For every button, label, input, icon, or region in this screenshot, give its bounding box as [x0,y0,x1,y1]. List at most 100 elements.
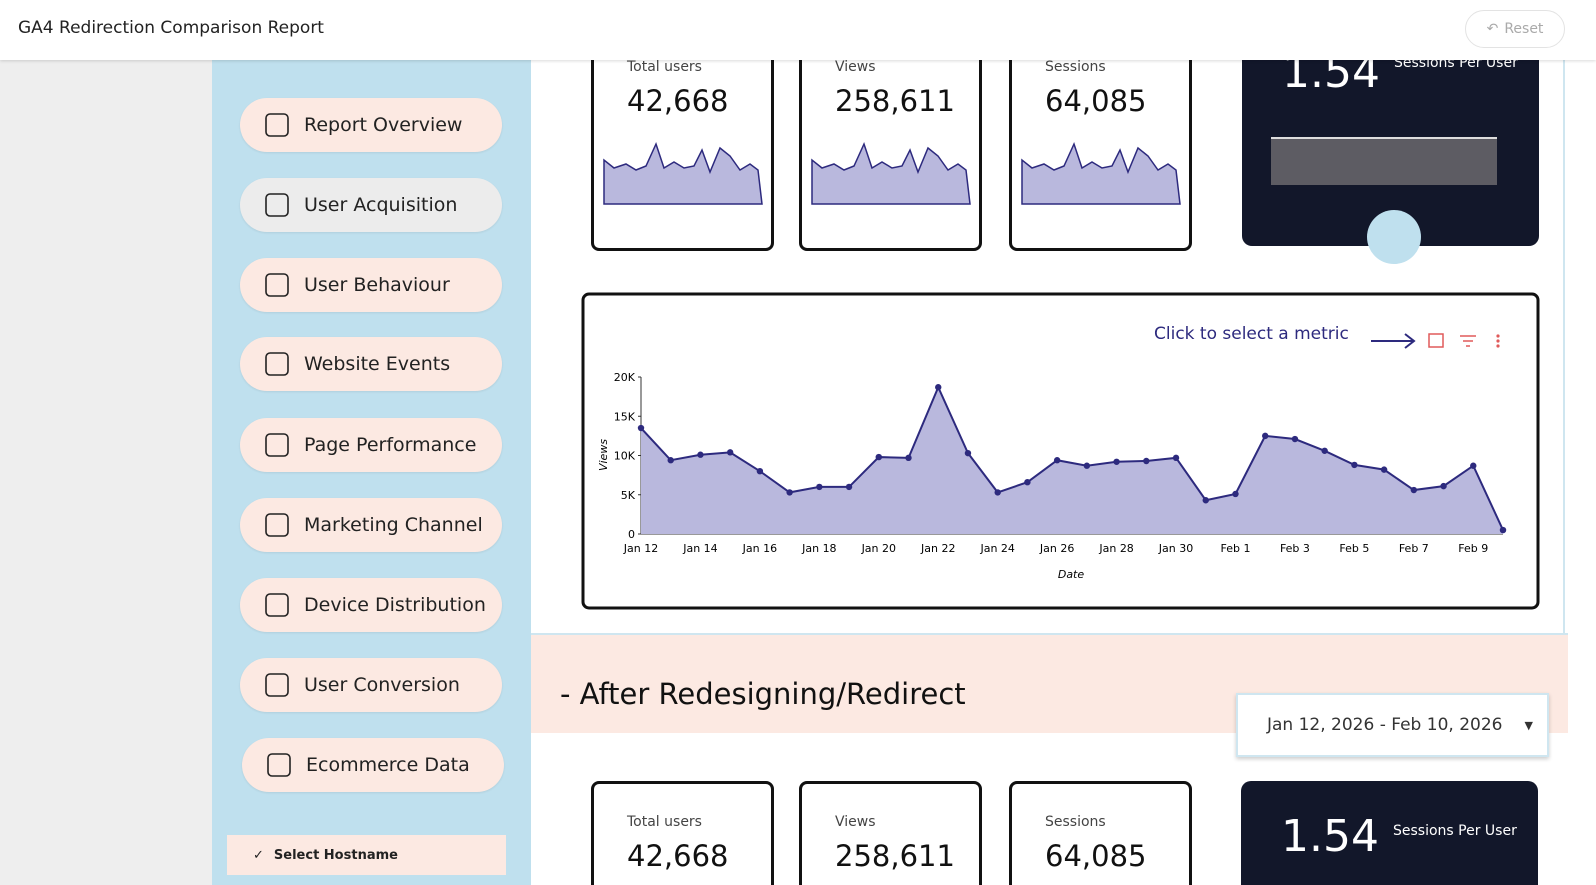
point [667,457,674,464]
y-tick-label: 10K [614,450,636,463]
nav-label: Marketing Channel [304,514,483,536]
kpi-label: Sessions [1045,59,1106,75]
reset-button[interactable]: ↶ Reset [1465,10,1565,48]
section-title: - After Redesigning/Redirect [560,677,966,711]
kpi-value: 64,085 [1045,839,1147,873]
x-tick-label: Jan 26 [1039,542,1074,555]
nav-item[interactable]: Ecommerce Data [242,738,504,792]
nav-item[interactable]: Report Overview [240,98,502,152]
left-gutter [0,60,212,885]
x-tick-label: Jan 16 [742,542,777,555]
point [845,483,853,491]
kpi-value: 258,611 [835,839,955,873]
sparkline [811,141,971,205]
nav-item[interactable]: User Acquisition [240,178,502,232]
nav-label: User Behaviour [304,274,450,296]
point [1499,526,1507,534]
kpi-value: 42,668 [627,84,729,118]
kpi-label: Total users [627,814,702,830]
kpi-card: Views 258,611 [799,781,982,885]
point [905,454,912,462]
x-tick-label: Feb 3 [1280,542,1310,555]
nav-icon [265,673,289,697]
nav-label: User Acquisition [304,194,458,216]
header: GA4 Redirection Comparison Report ↶ Reset [0,0,1596,60]
nav-icon [265,593,289,617]
nav-label: User Conversion [304,674,460,696]
point [964,449,972,457]
sparkline-area [811,141,971,205]
filter-icon[interactable] [1460,335,1476,347]
divider [531,633,1568,635]
icon-shape [265,433,289,457]
sparkline-area [603,141,763,205]
point [994,489,1001,496]
nav-icon [265,193,289,217]
more-icon[interactable] [1496,334,1500,348]
point [637,424,645,432]
nav-item[interactable]: User Behaviour [240,258,502,312]
check-icon: ✓ [253,847,264,863]
kpi-card: Total users 42,668 [591,39,774,251]
x-tick-label: Jan 18 [801,542,836,555]
kpi-value: 64,085 [1045,84,1147,118]
point [1024,478,1031,486]
point [816,483,823,491]
nav-icon [265,352,289,376]
kpi-value: 258,611 [835,84,955,118]
icon-shape [265,593,289,617]
chart-type-icon[interactable] [1428,333,1444,348]
nav-icon [265,433,289,457]
area-fill [641,387,1503,534]
nav-item[interactable]: Marketing Channel [240,498,502,552]
nav-item[interactable]: Website Events [240,337,502,391]
y-axis-title: Views [597,439,610,471]
point [1291,435,1299,443]
point [1380,466,1388,473]
kpi-label: Total users [627,59,702,75]
x-tick-label: Jan 24 [979,542,1014,555]
sparkline [603,141,763,205]
x-tick-label: Jan 14 [682,542,717,555]
point [1351,461,1358,469]
ratio-label: Sessions Per User [1393,823,1517,839]
x-tick-label: Jan 20 [861,542,896,555]
point [1113,458,1120,465]
x-tick-label: Jan 12 [623,542,658,555]
ratio-bar [1271,137,1497,185]
icon-shape [265,273,289,297]
icon-shape [265,113,289,137]
x-axis-title: Date [1058,568,1085,581]
nav-item[interactable]: Device Distribution [240,578,502,632]
nav-label: Page Performance [304,434,477,456]
point [1321,447,1328,454]
icon-shape [265,193,289,217]
ratio-value: 1.54 [1281,811,1379,862]
kpi-card: Sessions 64,085 [1009,781,1192,885]
point [935,384,942,391]
line [640,384,1504,531]
date-range: Jan 12, 2026 - Feb 10, 2026 [1267,715,1503,735]
x-tick-label: Feb 9 [1458,542,1488,555]
icon-shape [265,513,289,537]
kpi-card: Sessions 64,085 [1009,39,1192,251]
point [1143,457,1150,465]
nav-item[interactable]: User Conversion [240,658,502,712]
point [875,453,882,461]
kpi-card: Total users 42,668 [591,781,774,885]
point [726,449,734,456]
x-tick-label: Feb 5 [1339,542,1369,555]
x-tick-label: Jan 30 [1158,542,1193,555]
nav-item[interactable]: Page Performance [240,418,502,472]
scroll-handle [1367,210,1421,264]
point [1440,482,1447,490]
kpi-card: Views 258,611 [799,39,982,251]
date-range-picker[interactable]: Jan 12, 2026 - Feb 10, 2026 ▼ [1236,693,1549,757]
hostname-filter[interactable]: ✓ Select Hostname [227,835,506,875]
chart-annotation: Click to select a metric [1154,324,1349,344]
filter-label: Select Hostname [273,847,398,863]
reset-label: Reset [1504,21,1544,37]
point [697,451,704,458]
sparkline-area [1021,141,1181,205]
nav-label: Report Overview [304,114,463,136]
